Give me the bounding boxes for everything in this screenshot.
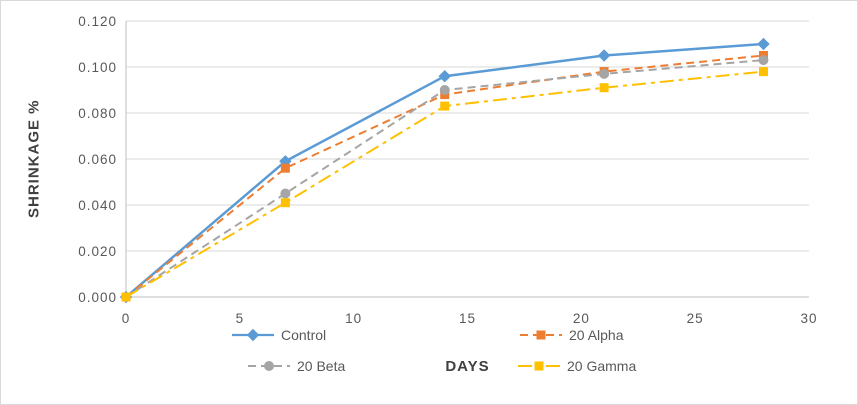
legend-marker-20-beta-icon bbox=[248, 361, 290, 371]
legend-label-20-alpha: 20 Alpha bbox=[569, 327, 624, 343]
data-point-marker bbox=[246, 328, 260, 342]
x-axis-title: DAYS bbox=[445, 358, 490, 375]
data-point-marker bbox=[597, 49, 611, 62]
legend-item-20-beta: 20 Beta bbox=[247, 358, 345, 374]
y-tick-label: 0.020 bbox=[78, 244, 117, 259]
legend-item-20-alpha: 20 Alpha bbox=[519, 327, 624, 343]
legend-marker-control-icon bbox=[232, 328, 274, 342]
legend-marker-20-alpha-icon bbox=[520, 330, 562, 340]
legend-label-20-gamma: 20 Gamma bbox=[567, 358, 637, 374]
data-point-marker bbox=[121, 292, 131, 302]
y-tick-label: 0.080 bbox=[78, 106, 117, 121]
legend-item-control: Control bbox=[231, 327, 326, 343]
data-point-marker bbox=[439, 85, 450, 95]
data-point-marker bbox=[280, 188, 291, 199]
data-point-marker bbox=[536, 330, 546, 340]
y-tick-label: 0.060 bbox=[78, 152, 117, 167]
y-axis-title: SHRINKAGE % bbox=[25, 99, 43, 219]
data-point-marker bbox=[757, 37, 770, 51]
x-tick-label: 15 bbox=[459, 311, 476, 326]
x-tick-label: 5 bbox=[236, 311, 245, 326]
data-point-marker bbox=[599, 68, 610, 79]
plot-area: 0.000 0.020 0.040 0.060 0.080 0.100 0.120 0 5 10 1… bbox=[78, 14, 817, 326]
data-point-marker bbox=[758, 67, 768, 77]
y-tick-label: 0.120 bbox=[78, 14, 117, 29]
data-point-marker bbox=[758, 55, 769, 66]
data-point-marker bbox=[438, 69, 451, 83]
data-point-marker bbox=[280, 198, 290, 208]
legend-marker-20-gamma-icon bbox=[518, 361, 560, 371]
legend-label-control: Control bbox=[281, 327, 327, 343]
x-tick-label: 20 bbox=[573, 311, 590, 326]
y-tick-label: 0.000 bbox=[78, 290, 117, 305]
data-point-marker bbox=[264, 361, 274, 371]
legend-item-20-gamma: 20 Gamma bbox=[517, 358, 636, 374]
x-tick-label: 30 bbox=[800, 311, 817, 326]
data-point-marker bbox=[599, 83, 609, 93]
x-tick-label: 10 bbox=[345, 311, 362, 326]
x-tick-label: 25 bbox=[687, 311, 704, 326]
x-tick-label: 0 bbox=[122, 311, 131, 326]
data-point-marker bbox=[440, 101, 450, 111]
legend-label-20-beta: 20 Beta bbox=[297, 358, 346, 374]
y-tick-label: 0.100 bbox=[78, 60, 117, 75]
y-tick-label: 0.040 bbox=[78, 198, 117, 213]
data-point-marker bbox=[280, 163, 290, 173]
data-point-marker bbox=[534, 361, 544, 371]
